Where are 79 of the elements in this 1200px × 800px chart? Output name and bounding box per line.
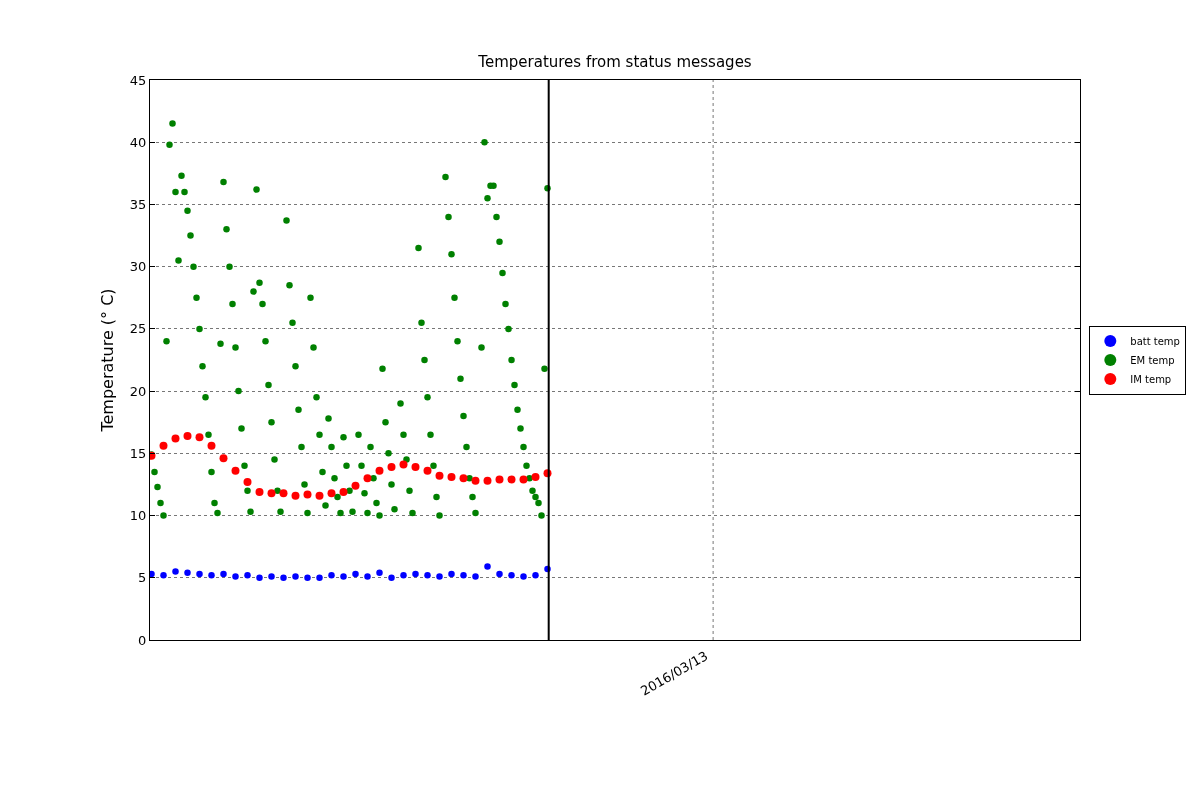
y-tick-label: 10 xyxy=(129,508,147,524)
point xyxy=(196,570,203,578)
y-tick-label: 45 xyxy=(129,72,147,88)
point xyxy=(316,574,323,582)
point xyxy=(507,475,516,484)
point xyxy=(447,472,456,481)
y-tick-label: 35 xyxy=(129,196,147,212)
point xyxy=(364,573,371,580)
point xyxy=(340,573,347,580)
point xyxy=(484,563,491,570)
point xyxy=(472,573,479,580)
point xyxy=(459,474,468,483)
point xyxy=(195,433,204,442)
point xyxy=(532,572,539,579)
point xyxy=(172,568,179,575)
point xyxy=(327,489,336,498)
point xyxy=(412,570,419,578)
legend-label: IM temp xyxy=(1130,373,1172,385)
y-tick-label: 30 xyxy=(129,259,147,275)
point xyxy=(315,491,324,500)
point xyxy=(435,471,444,480)
point xyxy=(291,491,300,500)
point xyxy=(363,474,372,483)
point xyxy=(424,572,431,579)
point xyxy=(303,490,312,499)
point xyxy=(411,463,420,472)
chart-title: Temperatures from status messages xyxy=(477,52,752,71)
point xyxy=(279,489,288,498)
point xyxy=(400,572,407,579)
point xyxy=(520,573,527,580)
point xyxy=(243,477,252,486)
point xyxy=(387,463,396,472)
legend-label: batt temp xyxy=(1130,335,1180,347)
legend-label: EM temp xyxy=(1130,354,1175,366)
point xyxy=(232,573,239,580)
point xyxy=(267,489,276,498)
point xyxy=(375,466,384,475)
point xyxy=(208,572,215,579)
point xyxy=(220,570,227,578)
point xyxy=(339,487,348,496)
point xyxy=(436,573,443,580)
point xyxy=(519,475,528,484)
point xyxy=(231,466,240,475)
point xyxy=(388,574,395,582)
y-tick-label: 5 xyxy=(138,570,147,586)
point xyxy=(328,572,335,579)
y-tick-label: 40 xyxy=(129,134,147,150)
point xyxy=(483,476,492,485)
point xyxy=(376,569,383,577)
point xyxy=(244,572,251,579)
point xyxy=(183,431,192,440)
point xyxy=(423,466,432,475)
y-axis-title: Temperature (° C) xyxy=(97,288,117,433)
point xyxy=(460,572,467,579)
point xyxy=(496,570,503,578)
point xyxy=(531,472,540,481)
point xyxy=(280,574,287,582)
point xyxy=(219,454,228,463)
y-tick-label: 20 xyxy=(129,383,147,399)
point xyxy=(256,574,263,582)
y-tick-label: 25 xyxy=(129,321,147,337)
point xyxy=(255,487,264,496)
point xyxy=(352,570,359,578)
point xyxy=(292,573,299,580)
point xyxy=(471,476,480,485)
point xyxy=(304,574,311,582)
point xyxy=(351,481,360,490)
y-tick-label: 15 xyxy=(129,445,147,461)
point xyxy=(399,460,408,469)
point xyxy=(171,434,180,443)
point xyxy=(160,572,167,579)
point xyxy=(448,570,455,578)
point xyxy=(207,441,216,450)
point xyxy=(268,573,275,580)
point xyxy=(184,569,191,577)
point xyxy=(495,475,504,484)
y-tick-label: 0 xyxy=(138,632,147,648)
point xyxy=(159,441,168,450)
point xyxy=(508,572,515,579)
